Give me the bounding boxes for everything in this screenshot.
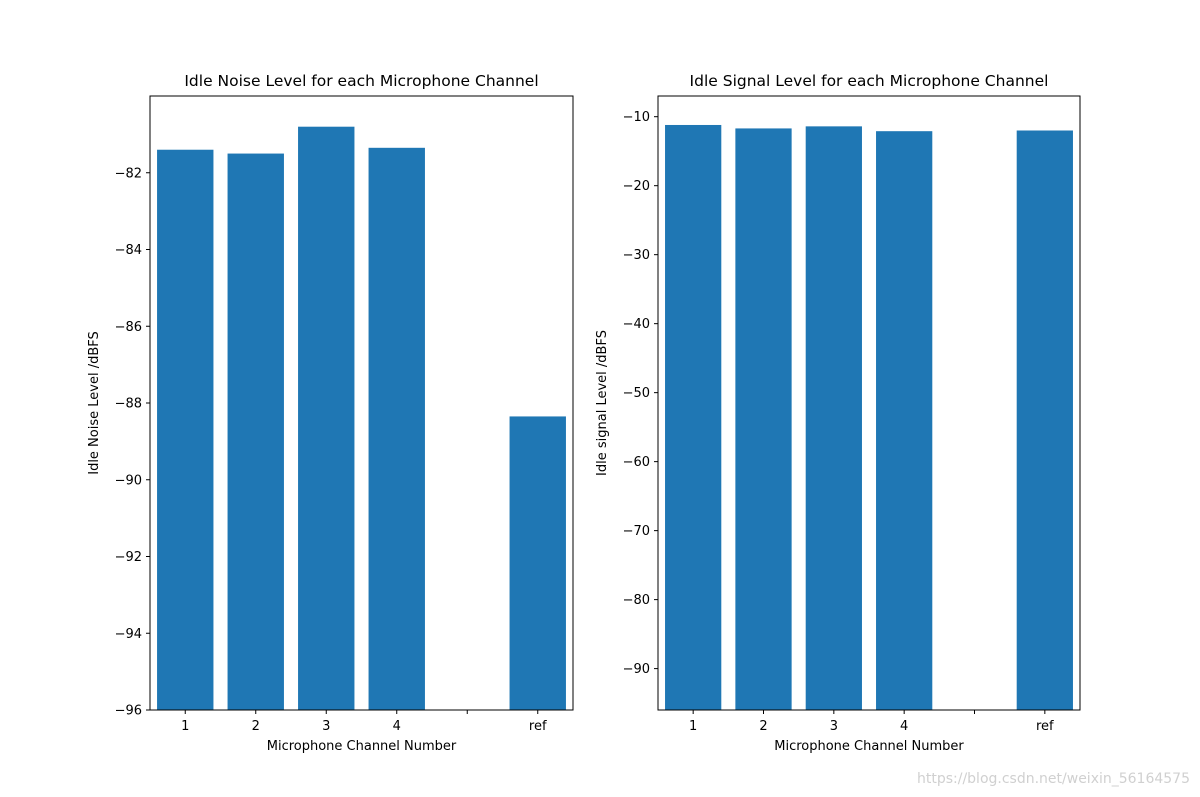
signal-ytick-label: −90 [623, 662, 650, 677]
signal-ytick-label: −20 [623, 179, 650, 194]
signal-ytick-label: −80 [623, 593, 650, 608]
signal-xtick-label: ref [1036, 719, 1054, 734]
signal-xtick-label: 4 [900, 719, 908, 734]
signal-ytick-label: −10 [623, 110, 650, 125]
noise-ytick-label: −88 [115, 397, 142, 412]
signal-ytick-label: −70 [623, 524, 650, 539]
noise-y-axis-label: Idle Noise Level /dBFS [87, 331, 102, 475]
signal-xtick-label: 1 [689, 719, 697, 734]
noise-xtick-label: 2 [252, 719, 260, 734]
noise-ytick-label: −84 [115, 243, 142, 258]
noise-bar-3 [298, 126, 355, 710]
noise-ytick-label: −86 [115, 320, 142, 335]
noise-ytick-label: −96 [115, 704, 142, 719]
noise-bar-1 [157, 149, 214, 711]
noise-xtick-label: ref [529, 719, 547, 734]
signal-bar-4 [876, 131, 933, 710]
chart-idle-signal: 1 2 3 4 ref −10 −20 −30 −40 −50 −60 −70 −80 −90 Idle S… [595, 72, 1081, 754]
signal-axes-frame [657, 95, 1081, 711]
noise-bar-ref [509, 416, 566, 710]
watermark: https://blog.csdn.net/weixin_56164575 [916, 771, 1190, 787]
noise-ytick-label: −82 [115, 166, 142, 181]
signal-ytick-label: −30 [623, 248, 650, 263]
noise-ytick-label: −90 [115, 473, 142, 488]
noise-x-axis-label: Microphone Channel Number [267, 739, 457, 754]
signal-bar-3 [805, 126, 862, 711]
signal-ytick-label: −60 [623, 455, 650, 470]
noise-chart-title: Idle Noise Level for each Microphone Cha… [184, 72, 538, 90]
signal-bar-ref [1016, 130, 1073, 710]
noise-xtick-label: 3 [322, 719, 330, 734]
noise-bar-4 [368, 147, 425, 710]
signal-ytick-label: −50 [623, 386, 650, 401]
signal-xtick-label: 2 [759, 719, 767, 734]
noise-xtick-label: 1 [181, 719, 189, 734]
noise-bar-2 [227, 153, 284, 710]
noise-ytick-label: −92 [115, 550, 142, 565]
noise-ytick-label: −94 [115, 627, 142, 642]
noise-xtick-label: 4 [393, 719, 401, 734]
signal-bar-2 [735, 128, 792, 711]
signal-y-axis-label: Idle signal Level /dBFS [595, 330, 610, 476]
signal-xtick-label: 3 [830, 719, 838, 734]
signal-ytick-label: −40 [623, 317, 650, 332]
signal-bar-1 [665, 124, 722, 710]
signal-x-axis-label: Microphone Channel Number [774, 739, 964, 754]
signal-chart-title: Idle Signal Level for each Microphone Ch… [690, 72, 1049, 90]
chart-idle-noise: 1 2 3 4 ref −82 −84 −86 −88 −90 −92 −94 −96 Idle Nois… [87, 72, 574, 754]
